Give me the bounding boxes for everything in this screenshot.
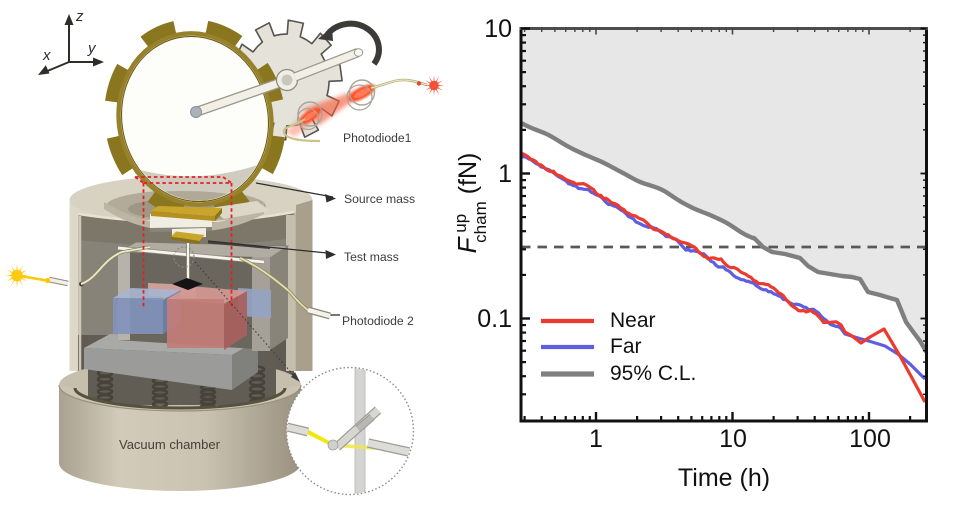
svg-text:0.1: 0.1 xyxy=(477,305,512,333)
svg-text:10: 10 xyxy=(484,15,512,43)
svg-text:F upcham (fN): F upcham (fN) xyxy=(451,153,490,254)
svg-text:Test mass: Test mass xyxy=(344,250,399,264)
svg-text:100: 100 xyxy=(849,425,891,453)
svg-text:x: x xyxy=(42,47,51,64)
svg-text:z: z xyxy=(75,8,84,25)
svg-text:95% C.L.: 95% C.L. xyxy=(610,362,696,385)
svg-text:Photodiode1: Photodiode1 xyxy=(343,131,412,145)
svg-text:Vacuum chamber: Vacuum chamber xyxy=(119,437,221,452)
svg-text:Far: Far xyxy=(610,335,642,358)
svg-text:Near: Near xyxy=(610,309,656,332)
svg-text:10: 10 xyxy=(719,425,747,453)
svg-text:1: 1 xyxy=(589,425,603,453)
svg-text:y: y xyxy=(87,40,97,57)
svg-text:Time (h): Time (h) xyxy=(678,464,770,492)
svg-text:1: 1 xyxy=(498,160,512,188)
svg-text:Source mass: Source mass xyxy=(344,192,415,206)
svg-text:Photodiode 2: Photodiode 2 xyxy=(342,314,414,328)
